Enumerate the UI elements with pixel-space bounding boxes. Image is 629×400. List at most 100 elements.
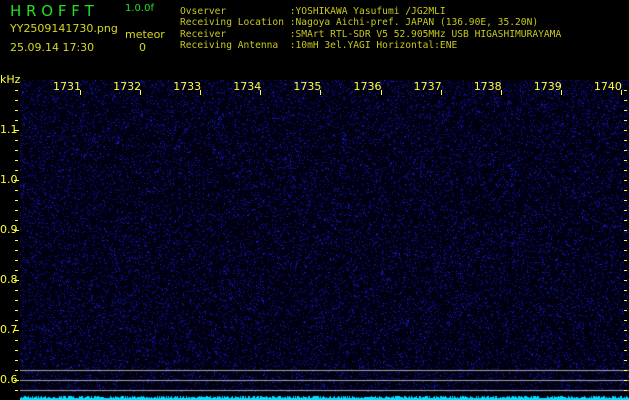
- y-tick: [15, 270, 18, 271]
- y-tick: [15, 200, 18, 201]
- y-tick-right: [624, 120, 627, 121]
- y-tick: [15, 310, 18, 311]
- info-value: :SMArt RTL-SDR V5 52.905MHz USB HIGASHIM…: [290, 29, 561, 40]
- y-tick: [15, 370, 18, 371]
- version: 1.0.0f: [125, 3, 154, 14]
- y-tick-right: [624, 310, 627, 311]
- x-tick: [320, 90, 321, 95]
- y-tick-right: [624, 150, 627, 151]
- x-tick: [621, 90, 622, 95]
- y-tick: [15, 100, 18, 101]
- y-tick: [15, 340, 18, 341]
- spectrogram: [20, 80, 629, 400]
- x-tick: [200, 90, 201, 95]
- y-tick-right: [624, 140, 627, 141]
- y-tick: [15, 390, 18, 391]
- y-tick-right: [624, 390, 627, 391]
- x-tick: [140, 90, 141, 95]
- y-tick: [15, 320, 18, 321]
- y-tick: [15, 120, 18, 121]
- y-tick-right: [624, 240, 627, 241]
- y-tick-label: 0.6: [0, 373, 18, 386]
- x-tick-label: 1740: [594, 80, 622, 93]
- x-tick-label: 1735: [293, 80, 321, 93]
- y-tick: [15, 160, 18, 161]
- y-tick-right: [624, 340, 627, 341]
- y-tick: [15, 210, 18, 211]
- y-tick-right: [624, 130, 627, 131]
- y-tick-right: [624, 380, 627, 381]
- y-tick-right: [624, 190, 627, 191]
- y-tick: [15, 110, 18, 111]
- y-tick-right: [624, 230, 627, 231]
- info-label: Receiving Location: [180, 17, 290, 28]
- y-tick: [15, 150, 18, 151]
- x-tick: [501, 90, 502, 95]
- info-label: Ovserver: [180, 6, 290, 17]
- y-tick: [15, 260, 18, 261]
- y-tick-right: [624, 290, 627, 291]
- y-tick: [15, 290, 18, 291]
- y-tick: [15, 170, 18, 171]
- x-tick-label: 1734: [233, 80, 261, 93]
- y-tick-right: [624, 180, 627, 181]
- info-observer: Ovserver :YOSHIKAWA Yasufumi /JG2MLI: [180, 6, 446, 17]
- y-tick-right: [624, 170, 627, 171]
- y-tick-label: 0.7: [0, 323, 18, 336]
- info-value: :Nagoya Aichi-pref. JAPAN (136.90E, 35.2…: [290, 17, 538, 28]
- y-tick-right: [624, 160, 627, 161]
- y-unit: kHz: [0, 73, 20, 86]
- info-location: Receiving Location :Nagoya Aichi-pref. J…: [180, 17, 538, 28]
- x-tick-label: 1737: [414, 80, 442, 93]
- filename: YY2509141730.png: [10, 22, 118, 35]
- x-tick-label: 1733: [173, 80, 201, 93]
- y-tick-right: [624, 360, 627, 361]
- y-tick: [15, 250, 18, 251]
- meteor-label: meteor: [125, 28, 165, 41]
- y-tick: [15, 240, 18, 241]
- x-tick-label: 1739: [534, 80, 562, 93]
- y-tick-label: 0.9: [0, 223, 18, 236]
- info-value: :10mH 3el.YAGI Horizontal:ENE: [290, 40, 458, 51]
- y-tick-label: 0.8: [0, 273, 18, 286]
- app-title: H R O F F T: [10, 2, 94, 20]
- y-tick-right: [624, 200, 627, 201]
- x-tick-label: 1731: [53, 80, 81, 93]
- y-tick-right: [624, 90, 627, 91]
- y-tick-right: [624, 330, 627, 331]
- y-tick-right: [624, 350, 627, 351]
- y-tick-right: [624, 110, 627, 111]
- y-tick-right: [624, 280, 627, 281]
- info-value: :YOSHIKAWA Yasufumi /JG2MLI: [290, 6, 446, 17]
- y-tick: [15, 90, 18, 91]
- x-tick: [381, 90, 382, 95]
- y-tick: [15, 190, 18, 191]
- x-tick: [561, 90, 562, 95]
- y-tick-right: [624, 250, 627, 251]
- meteor-count: 0: [139, 41, 146, 54]
- x-tick-label: 1732: [113, 80, 141, 93]
- y-tick-right: [624, 100, 627, 101]
- y-tick-label: 1.0: [0, 173, 18, 186]
- x-tick-label: 1736: [354, 80, 382, 93]
- info-receiver: Receiver :SMArt RTL-SDR V5 52.905MHz USB…: [180, 29, 561, 40]
- y-tick: [15, 350, 18, 351]
- y-tick-right: [624, 300, 627, 301]
- y-tick-label: 1.1: [0, 123, 18, 136]
- y-tick: [15, 140, 18, 141]
- x-tick-label: 1738: [474, 80, 502, 93]
- y-tick-right: [624, 260, 627, 261]
- y-tick: [15, 300, 18, 301]
- datetime: 25.09.14 17:30: [10, 41, 94, 54]
- info-label: Receiver: [180, 29, 290, 40]
- x-tick: [80, 90, 81, 95]
- x-tick: [260, 90, 261, 95]
- info-antenna: Receiving Antenna :10mH 3el.YAGI Horizon…: [180, 40, 457, 51]
- y-tick-right: [624, 270, 627, 271]
- info-label: Receiving Antenna: [180, 40, 290, 51]
- y-tick: [15, 220, 18, 221]
- x-tick: [441, 90, 442, 95]
- y-tick-right: [624, 370, 627, 371]
- y-tick-right: [624, 320, 627, 321]
- y-tick: [15, 360, 18, 361]
